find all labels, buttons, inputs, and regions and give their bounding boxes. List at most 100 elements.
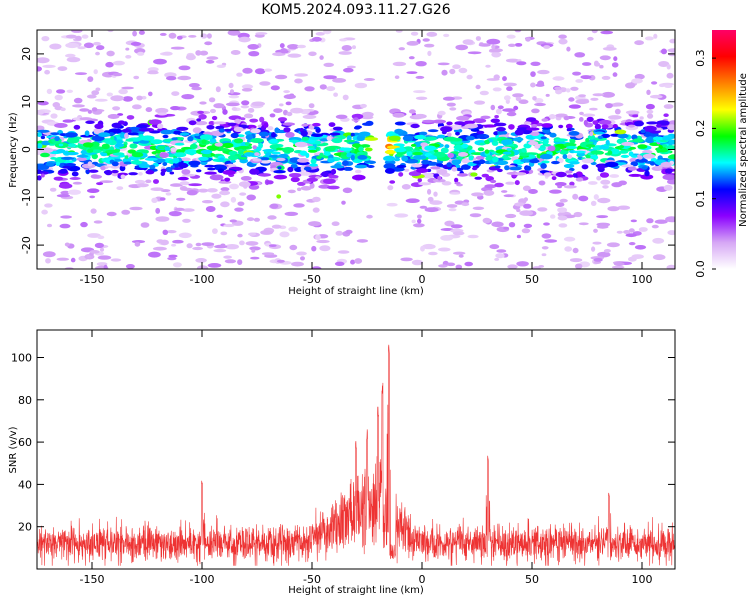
spectrogram-cell bbox=[40, 135, 46, 140]
spectrogram-cell bbox=[503, 194, 514, 198]
spectrogram-cell bbox=[65, 151, 79, 156]
spectrogram-cell bbox=[651, 224, 659, 229]
spectrogram-cell bbox=[519, 152, 530, 157]
spectrogram-cell bbox=[220, 231, 228, 236]
spectrogram-cell bbox=[93, 41, 101, 46]
spectrogram-y-label: Frequency (Hz) bbox=[8, 112, 19, 188]
spectrogram-cell bbox=[219, 190, 231, 196]
spectrogram-cell bbox=[650, 94, 663, 99]
spectrogram-cell bbox=[649, 161, 656, 166]
spectrogram-cell bbox=[188, 160, 201, 166]
spectrogram-cell bbox=[477, 147, 485, 152]
spectrogram-cell bbox=[252, 158, 262, 162]
spectrogram-cell bbox=[174, 142, 185, 146]
spectrogram-cell bbox=[293, 203, 305, 208]
spectrogram-cell bbox=[287, 53, 302, 58]
spectrogram-cell bbox=[450, 224, 463, 229]
spectrogram-cell bbox=[222, 170, 236, 175]
spectrogram-cell bbox=[268, 244, 277, 248]
spectrogram-cell bbox=[424, 145, 437, 151]
spectrogram-cell bbox=[206, 33, 212, 39]
spectrogram-cell bbox=[62, 119, 74, 123]
colorbar-tick-label: 0.1 bbox=[694, 190, 707, 208]
spectrogram-cell bbox=[662, 144, 667, 148]
spectrogram-cell bbox=[172, 262, 182, 268]
spectrogram-cell bbox=[176, 126, 189, 131]
spectrogram-cell bbox=[443, 33, 450, 38]
spectrogram-cell bbox=[555, 113, 568, 118]
spectrogram-cell bbox=[599, 55, 611, 61]
y-tick-label: 20 bbox=[18, 521, 32, 534]
spectrogram-cell bbox=[195, 242, 202, 247]
spectrogram-cell bbox=[421, 159, 430, 165]
spectrogram-cell bbox=[563, 116, 570, 121]
spectrogram-cell bbox=[467, 234, 479, 239]
spectrogram-cell bbox=[86, 94, 97, 99]
spectrogram-cell bbox=[251, 249, 256, 253]
spectrogram-cell bbox=[601, 91, 615, 98]
spectrogram-cell bbox=[342, 160, 349, 166]
spectrogram-cell bbox=[597, 197, 611, 204]
spectrogram-cell bbox=[604, 161, 619, 168]
spectrogram-cell bbox=[207, 167, 216, 171]
x-tick-label: -100 bbox=[190, 573, 215, 586]
spectrogram-cell bbox=[644, 170, 650, 177]
spectrogram-cell bbox=[551, 160, 560, 165]
spectrogram-cell bbox=[528, 141, 539, 146]
spectrogram-cell bbox=[270, 85, 280, 91]
spectrogram-cell bbox=[332, 78, 347, 83]
spectrogram-cell bbox=[228, 155, 239, 161]
spectrogram-cell bbox=[545, 93, 550, 97]
spectrogram-cell bbox=[211, 115, 218, 121]
spectrogram-cell bbox=[162, 51, 173, 56]
spectrogram-cell bbox=[452, 231, 465, 236]
spectrogram-cell bbox=[609, 174, 620, 178]
spectrogram-cell bbox=[422, 119, 435, 123]
spectrogram-cell bbox=[502, 76, 507, 82]
spectrogram-cell bbox=[350, 154, 355, 161]
spectrogram-cell bbox=[666, 64, 671, 70]
spectrogram-cell bbox=[481, 173, 489, 178]
spectrogram-cell bbox=[563, 236, 576, 242]
spectrogram-cell bbox=[475, 84, 481, 90]
spectrogram-cell bbox=[54, 136, 60, 141]
spectrogram-cell bbox=[632, 114, 639, 118]
spectrogram-cell bbox=[406, 150, 413, 157]
spectrogram-cell bbox=[424, 43, 435, 48]
spectrogram-cell bbox=[312, 196, 321, 203]
spectrogram-cell bbox=[338, 51, 352, 55]
spectrogram-cell bbox=[152, 246, 167, 251]
spectrogram-cell bbox=[250, 128, 261, 134]
spectrogram-cell bbox=[65, 34, 77, 39]
spectrogram-cell bbox=[87, 233, 101, 238]
spectrogram-cell bbox=[628, 151, 634, 157]
spectrogram-cell bbox=[210, 108, 216, 114]
spectrogram-cell bbox=[228, 95, 240, 99]
spectrogram-cell bbox=[574, 52, 586, 58]
spectrogram-cell bbox=[631, 155, 638, 158]
spectrogram-cell bbox=[389, 180, 396, 184]
spectrogram-cell bbox=[223, 128, 232, 132]
spectrogram-cell bbox=[44, 203, 53, 208]
spectrogram-cell bbox=[282, 147, 295, 153]
spectrogram-cell bbox=[446, 121, 453, 126]
spectrogram-cell bbox=[612, 265, 625, 269]
spectrogram-cell bbox=[541, 118, 549, 122]
spectrogram-cell bbox=[208, 97, 216, 103]
spectrogram-cell bbox=[663, 113, 669, 117]
spectrogram-cell bbox=[105, 61, 114, 68]
spectrogram-cell bbox=[149, 164, 156, 169]
spectrogram-cell bbox=[220, 148, 229, 152]
spectrogram-cell bbox=[58, 143, 64, 147]
spectrogram-cell bbox=[268, 154, 280, 158]
spectrogram-cell bbox=[46, 223, 53, 228]
spectrogram-cell bbox=[175, 149, 187, 154]
spectrogram-cell bbox=[250, 256, 260, 260]
spectrogram-cell bbox=[503, 95, 511, 101]
spectrogram-cell bbox=[398, 172, 404, 177]
spectrogram-cell bbox=[111, 122, 122, 128]
spectrogram-cell bbox=[430, 166, 441, 170]
spectrogram-cell bbox=[580, 75, 592, 80]
spectrogram-cell bbox=[429, 200, 443, 205]
spectrogram-cell bbox=[174, 152, 187, 158]
